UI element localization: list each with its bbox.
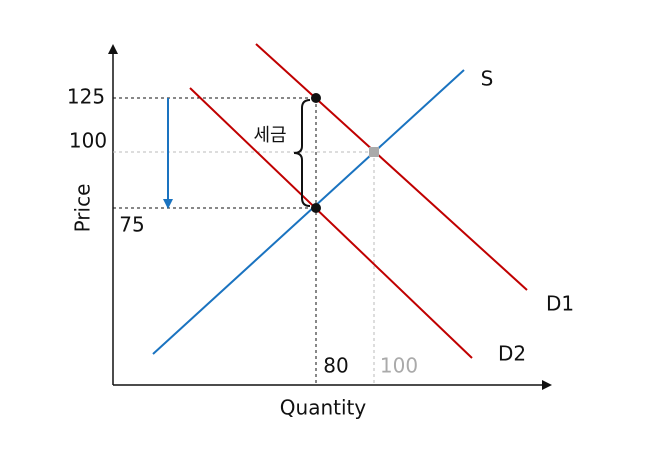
curve-label: D1 [546,292,574,316]
quantity-label: 100 [380,354,418,378]
curve-label: S [481,67,494,91]
quantity-label: 80 [323,354,348,378]
demand-d1 [255,43,528,291]
curve-label: D2 [498,342,526,366]
price-label: 75 [119,213,144,237]
x-axis-label: Quantity [280,396,367,420]
demand-d2 [189,87,473,359]
supply-line [152,69,465,355]
tax-label: 세금 [253,125,286,146]
tax-brace [293,99,311,207]
point-equilibrium [369,147,379,157]
y-axis-label: Price [71,184,95,233]
point-seller [311,203,321,213]
point-buyer [311,93,321,103]
price-label: 100 [69,129,107,153]
price-label: 125 [67,85,105,109]
